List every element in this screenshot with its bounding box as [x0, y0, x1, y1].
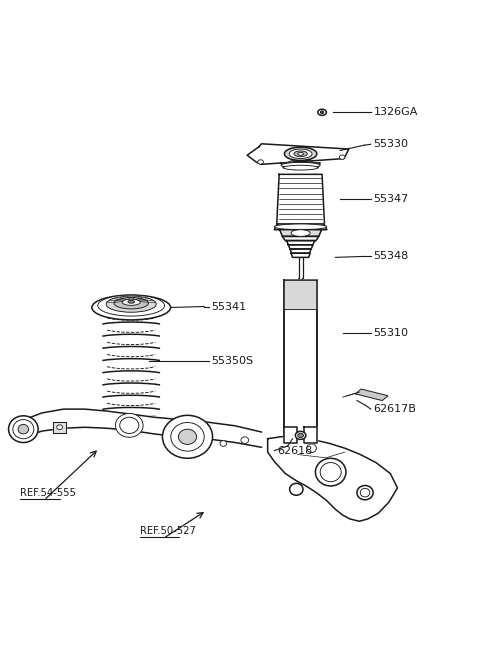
Ellipse shape — [357, 485, 373, 500]
Ellipse shape — [258, 160, 264, 164]
Text: 55341: 55341 — [211, 302, 247, 312]
Ellipse shape — [220, 441, 227, 446]
Text: REF.50-527: REF.50-527 — [140, 526, 196, 536]
Ellipse shape — [18, 424, 29, 434]
Ellipse shape — [291, 230, 310, 236]
Ellipse shape — [179, 429, 197, 445]
Ellipse shape — [122, 299, 140, 305]
Ellipse shape — [287, 159, 314, 169]
Polygon shape — [284, 280, 317, 434]
Ellipse shape — [294, 151, 307, 157]
Text: 55350S: 55350S — [211, 356, 253, 367]
Ellipse shape — [284, 147, 317, 161]
Ellipse shape — [307, 444, 316, 453]
Polygon shape — [247, 144, 349, 164]
Polygon shape — [290, 249, 311, 253]
Polygon shape — [280, 230, 322, 236]
Ellipse shape — [241, 437, 249, 443]
Ellipse shape — [128, 300, 134, 303]
Polygon shape — [286, 241, 315, 245]
Ellipse shape — [290, 161, 311, 168]
Polygon shape — [304, 427, 317, 443]
Ellipse shape — [98, 295, 165, 316]
Polygon shape — [284, 427, 297, 443]
Ellipse shape — [320, 462, 341, 482]
Text: REF.54-555: REF.54-555 — [21, 487, 76, 498]
Ellipse shape — [275, 224, 327, 230]
Ellipse shape — [9, 416, 38, 443]
Ellipse shape — [298, 433, 303, 438]
Ellipse shape — [289, 149, 312, 159]
Polygon shape — [288, 245, 313, 249]
Polygon shape — [277, 174, 324, 224]
Polygon shape — [356, 389, 388, 401]
Ellipse shape — [289, 483, 303, 495]
Polygon shape — [24, 409, 262, 447]
Text: 62617B: 62617B — [373, 404, 417, 414]
Ellipse shape — [120, 417, 139, 434]
Text: 55310: 55310 — [373, 328, 408, 338]
Ellipse shape — [283, 165, 318, 170]
Text: 62618: 62618 — [277, 445, 312, 456]
Ellipse shape — [321, 111, 324, 113]
Ellipse shape — [339, 155, 345, 159]
Ellipse shape — [116, 413, 143, 438]
Polygon shape — [268, 436, 397, 522]
Text: 1326GA: 1326GA — [373, 107, 418, 117]
Ellipse shape — [295, 431, 306, 440]
Polygon shape — [284, 280, 317, 309]
Ellipse shape — [13, 420, 34, 439]
Ellipse shape — [92, 295, 170, 320]
Text: 55348: 55348 — [373, 251, 409, 262]
Polygon shape — [291, 253, 310, 257]
Ellipse shape — [57, 425, 62, 430]
Polygon shape — [53, 422, 66, 433]
Text: 55347: 55347 — [373, 194, 409, 204]
Ellipse shape — [298, 152, 303, 155]
Ellipse shape — [281, 163, 320, 168]
Ellipse shape — [360, 488, 370, 497]
Ellipse shape — [318, 109, 326, 115]
Ellipse shape — [114, 297, 148, 309]
Polygon shape — [282, 236, 319, 241]
Ellipse shape — [106, 296, 156, 312]
Text: 55330: 55330 — [373, 139, 408, 150]
Ellipse shape — [171, 422, 204, 451]
Polygon shape — [281, 163, 320, 168]
Ellipse shape — [315, 459, 346, 486]
Polygon shape — [275, 224, 327, 230]
Ellipse shape — [162, 415, 213, 459]
